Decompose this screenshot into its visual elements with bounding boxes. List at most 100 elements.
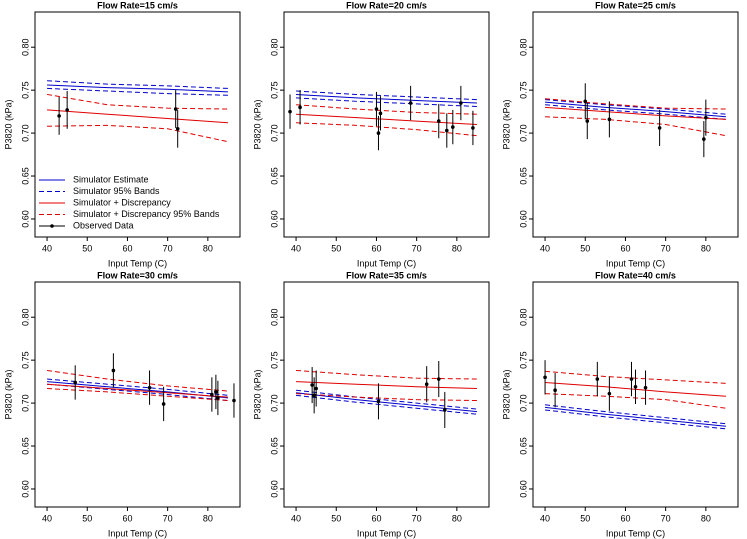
band-lower <box>296 122 477 137</box>
plot-frame <box>34 281 241 508</box>
band-lower <box>47 383 228 402</box>
legend-label: Simulator + Discrepancy 95% Bands <box>73 209 220 219</box>
x-axis-label: Input Temp (C) <box>357 528 416 538</box>
y-tick-label: 0.80 <box>20 38 30 56</box>
x-tick-label: 50 <box>331 243 341 253</box>
x-tick-label: 40 <box>291 243 301 253</box>
y-tick-label: 0.80 <box>269 38 279 56</box>
observed-point <box>288 109 292 114</box>
observed-point <box>595 377 600 381</box>
x-tick-label: 50 <box>82 243 92 253</box>
plot-frame <box>532 11 739 238</box>
x-tick-label: 70 <box>163 513 173 523</box>
band-lower <box>47 124 229 143</box>
observed-point <box>374 107 379 111</box>
observed-point <box>310 383 314 387</box>
x-tick-label: 80 <box>452 243 462 253</box>
y-tick-label: 0.65 <box>20 167 30 185</box>
observed-point <box>378 111 383 116</box>
observed-point <box>173 107 178 111</box>
y-tick-label: 0.75 <box>518 351 528 369</box>
band-lower <box>296 97 477 107</box>
observed-point <box>65 108 69 112</box>
y-tick-label: 0.70 <box>269 394 279 412</box>
y-axis-label: P3820 (kPa) <box>501 99 511 149</box>
y-tick-label: 0.80 <box>518 308 528 326</box>
observed-point <box>424 382 429 386</box>
band-lower <box>47 87 228 96</box>
x-axis-label: Input Temp (C) <box>108 528 167 538</box>
x-tick-label: 70 <box>661 513 671 523</box>
observed-point <box>629 377 634 381</box>
chart-title: Flow Rate=20 cm/s <box>346 0 427 10</box>
observed-point <box>442 408 447 412</box>
y-tick-label: 0.65 <box>518 167 528 185</box>
chart-title: Flow Rate=30 cm/s <box>97 270 178 280</box>
band-lower <box>296 394 477 415</box>
x-axis-label: Input Temp (C) <box>606 258 665 268</box>
band-upper <box>46 93 228 110</box>
chart-title: Flow Rate=40 cm/s <box>595 270 676 280</box>
y-tick-label: 0.60 <box>269 480 279 498</box>
series-line <box>545 106 726 120</box>
observed-point <box>704 115 708 120</box>
band-lower <box>545 116 727 137</box>
y-tick-label: 0.60 <box>20 480 30 498</box>
observed-point <box>210 392 214 397</box>
x-tick-label: 70 <box>412 243 422 253</box>
x-tick-label: 80 <box>452 513 462 523</box>
observed-point <box>553 388 557 393</box>
x-tick-label: 80 <box>203 243 213 253</box>
observed-point <box>702 137 706 141</box>
x-tick-label: 70 <box>661 243 671 253</box>
y-tick-label: 0.65 <box>20 437 30 455</box>
x-tick-label: 40 <box>42 513 52 523</box>
y-axis-label: P3820 (kPa) <box>501 369 511 419</box>
series-line <box>545 101 726 118</box>
series-line <box>296 93 477 104</box>
band-upper <box>47 80 228 89</box>
observed-point <box>57 114 61 118</box>
x-tick-label: 60 <box>371 513 381 523</box>
band-upper <box>296 90 477 101</box>
series-line <box>545 406 726 427</box>
x-tick-label: 50 <box>82 513 92 523</box>
observed-point <box>298 105 302 110</box>
plot-frame <box>34 11 241 238</box>
observed-point <box>543 375 547 380</box>
x-tick-label: 40 <box>540 243 550 253</box>
band-upper <box>545 98 726 110</box>
x-tick-label: 80 <box>701 243 711 253</box>
y-axis-label: P3820 (kPa) <box>3 369 13 419</box>
plot-frame <box>283 11 490 238</box>
y-tick-label: 0.80 <box>269 308 279 326</box>
x-tick-label: 40 <box>42 243 52 253</box>
series-line <box>296 392 477 413</box>
legend-label: Simulator 95% Bands <box>73 186 160 196</box>
y-tick-label: 0.60 <box>518 480 528 498</box>
observed-point <box>161 402 166 406</box>
legend-label: Simulator Estimate <box>73 174 149 184</box>
observed-point <box>585 119 590 123</box>
observed-point <box>444 128 449 133</box>
y-axis-label: P3820 (kPa) <box>252 99 262 149</box>
observed-point <box>376 399 381 404</box>
y-tick-label: 0.70 <box>518 124 528 142</box>
y-tick-label: 0.70 <box>20 394 30 412</box>
observed-point <box>583 99 588 104</box>
series-line <box>47 84 228 93</box>
y-tick-label: 0.65 <box>518 437 528 455</box>
observed-point <box>175 126 180 131</box>
observed-point <box>314 386 318 391</box>
x-tick-label: 70 <box>163 243 173 253</box>
y-tick-label: 0.60 <box>20 210 30 228</box>
observed-point <box>436 119 441 123</box>
band-upper <box>296 389 477 410</box>
observed-point <box>312 393 316 398</box>
observed-point <box>657 126 662 130</box>
observed-point <box>216 396 220 400</box>
band-upper <box>46 369 228 392</box>
y-tick-label: 0.75 <box>20 81 30 99</box>
y-tick-label: 0.75 <box>20 351 30 369</box>
observed-point <box>607 117 612 122</box>
